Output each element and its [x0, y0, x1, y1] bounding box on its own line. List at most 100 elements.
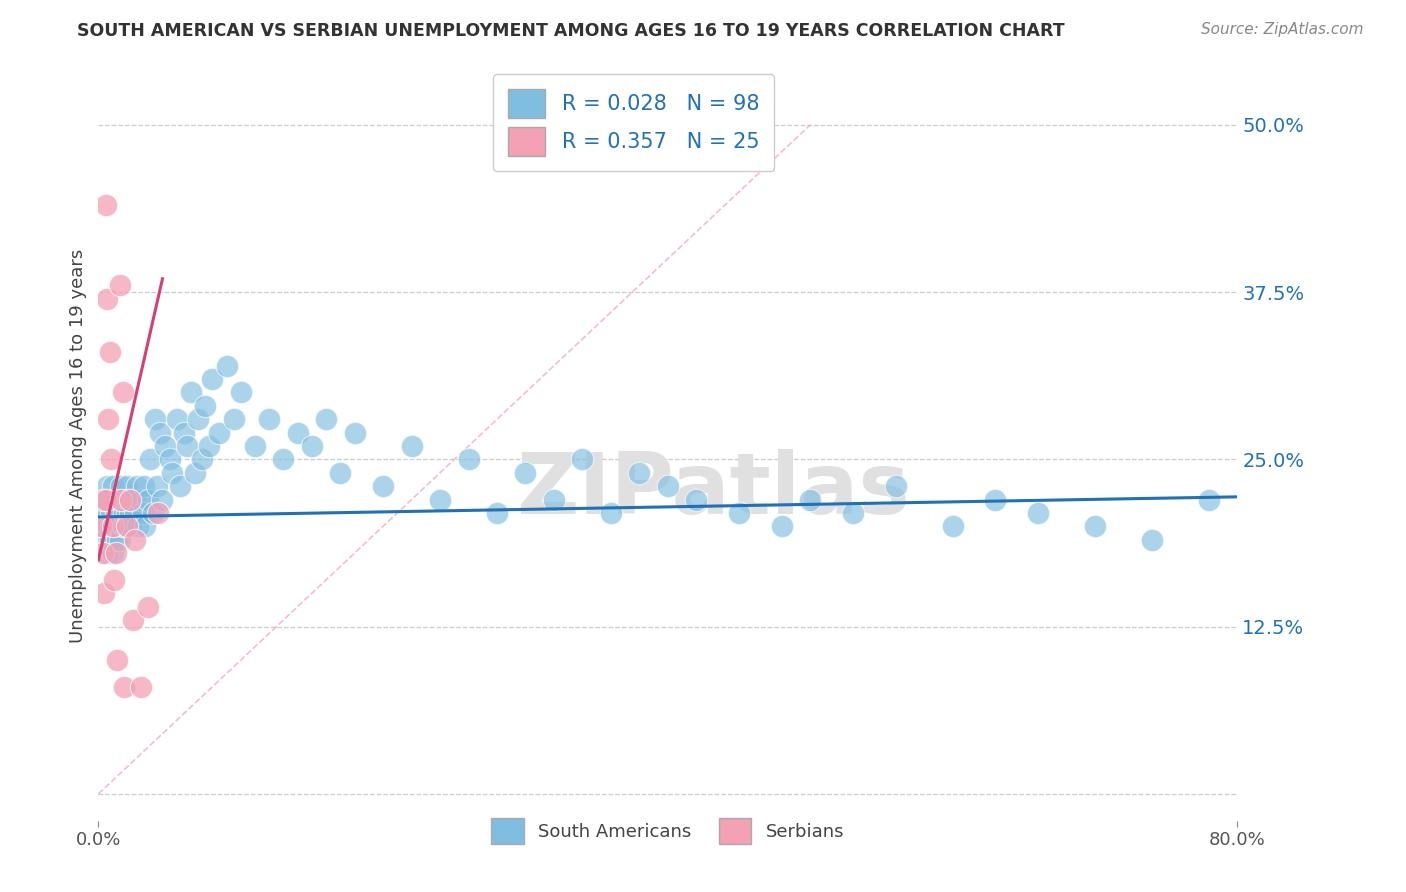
Point: [112, 506, 135, 520]
Point: [112, 492, 135, 507]
Point: [728, 506, 751, 520]
Point: [132, 479, 155, 493]
Point: [136, 599, 159, 614]
Point: [91, 506, 114, 520]
Point: [115, 506, 138, 520]
Point: [122, 492, 145, 507]
Point: [100, 452, 122, 467]
Point: [108, 492, 131, 507]
Point: [600, 506, 623, 520]
Point: [108, 533, 131, 547]
Point: [1198, 492, 1220, 507]
Point: [131, 506, 153, 520]
Point: [94, 198, 117, 212]
Text: Source: ZipAtlas.com: Source: ZipAtlas.com: [1201, 22, 1364, 37]
Y-axis label: Unemployment Among Ages 16 to 19 years: Unemployment Among Ages 16 to 19 years: [69, 249, 87, 643]
Point: [105, 653, 128, 667]
Point: [1026, 506, 1049, 520]
Point: [91, 492, 114, 507]
Point: [120, 519, 142, 533]
Point: [842, 506, 865, 520]
Point: [343, 425, 366, 440]
Point: [96, 546, 118, 560]
Point: [101, 492, 124, 507]
Point: [315, 412, 337, 426]
Point: [176, 439, 198, 453]
Point: [141, 506, 163, 520]
Point: [105, 492, 128, 507]
Point: [121, 613, 143, 627]
Point: [103, 573, 125, 587]
Point: [173, 425, 195, 440]
Point: [215, 359, 238, 373]
Point: [657, 479, 679, 493]
Point: [148, 506, 170, 520]
Point: [111, 385, 134, 400]
Point: [98, 345, 121, 359]
Point: [101, 479, 124, 493]
Point: [101, 546, 124, 560]
Point: [628, 466, 651, 480]
Point: [107, 519, 129, 533]
Point: [146, 479, 169, 493]
Point: [159, 452, 181, 467]
Point: [127, 519, 149, 533]
Point: [149, 425, 172, 440]
Point: [94, 492, 117, 507]
Point: [543, 492, 565, 507]
Point: [162, 466, 184, 480]
Point: [208, 425, 231, 440]
Point: [124, 533, 146, 547]
Point: [942, 519, 965, 533]
Point: [110, 492, 132, 507]
Point: [770, 519, 793, 533]
Point: [136, 492, 159, 507]
Point: [401, 439, 423, 453]
Point: [259, 412, 281, 426]
Point: [93, 586, 115, 600]
Point: [457, 452, 479, 467]
Point: [984, 492, 1007, 507]
Point: [198, 439, 221, 453]
Point: [273, 452, 295, 467]
Point: [191, 452, 214, 467]
Point: [97, 506, 120, 520]
Point: [201, 372, 224, 386]
Point: [100, 519, 122, 533]
Point: [101, 519, 124, 533]
Point: [104, 546, 127, 560]
Point: [94, 533, 117, 547]
Point: [145, 412, 167, 426]
Point: [104, 519, 127, 533]
Point: [96, 479, 118, 493]
Point: [243, 439, 266, 453]
Point: [884, 479, 907, 493]
Point: [194, 399, 217, 413]
Point: [187, 412, 209, 426]
Point: [429, 492, 451, 507]
Text: SOUTH AMERICAN VS SERBIAN UNEMPLOYMENT AMONG AGES 16 TO 19 YEARS CORRELATION CHA: SOUTH AMERICAN VS SERBIAN UNEMPLOYMENT A…: [77, 22, 1064, 40]
Point: [229, 385, 252, 400]
Point: [373, 479, 395, 493]
Point: [117, 492, 139, 507]
Point: [96, 292, 118, 306]
Point: [129, 492, 152, 507]
Point: [90, 519, 112, 533]
Point: [287, 425, 309, 440]
Point: [124, 506, 146, 520]
Point: [98, 492, 121, 507]
Point: [685, 492, 707, 507]
Point: [169, 479, 191, 493]
Point: [104, 506, 127, 520]
Point: [97, 519, 120, 533]
Point: [180, 385, 202, 400]
Point: [301, 439, 323, 453]
Point: [97, 412, 120, 426]
Point: [115, 479, 138, 493]
Point: [98, 533, 121, 547]
Point: [155, 439, 177, 453]
Point: [112, 680, 135, 694]
Point: [107, 506, 129, 520]
Point: [115, 519, 138, 533]
Point: [166, 412, 188, 426]
